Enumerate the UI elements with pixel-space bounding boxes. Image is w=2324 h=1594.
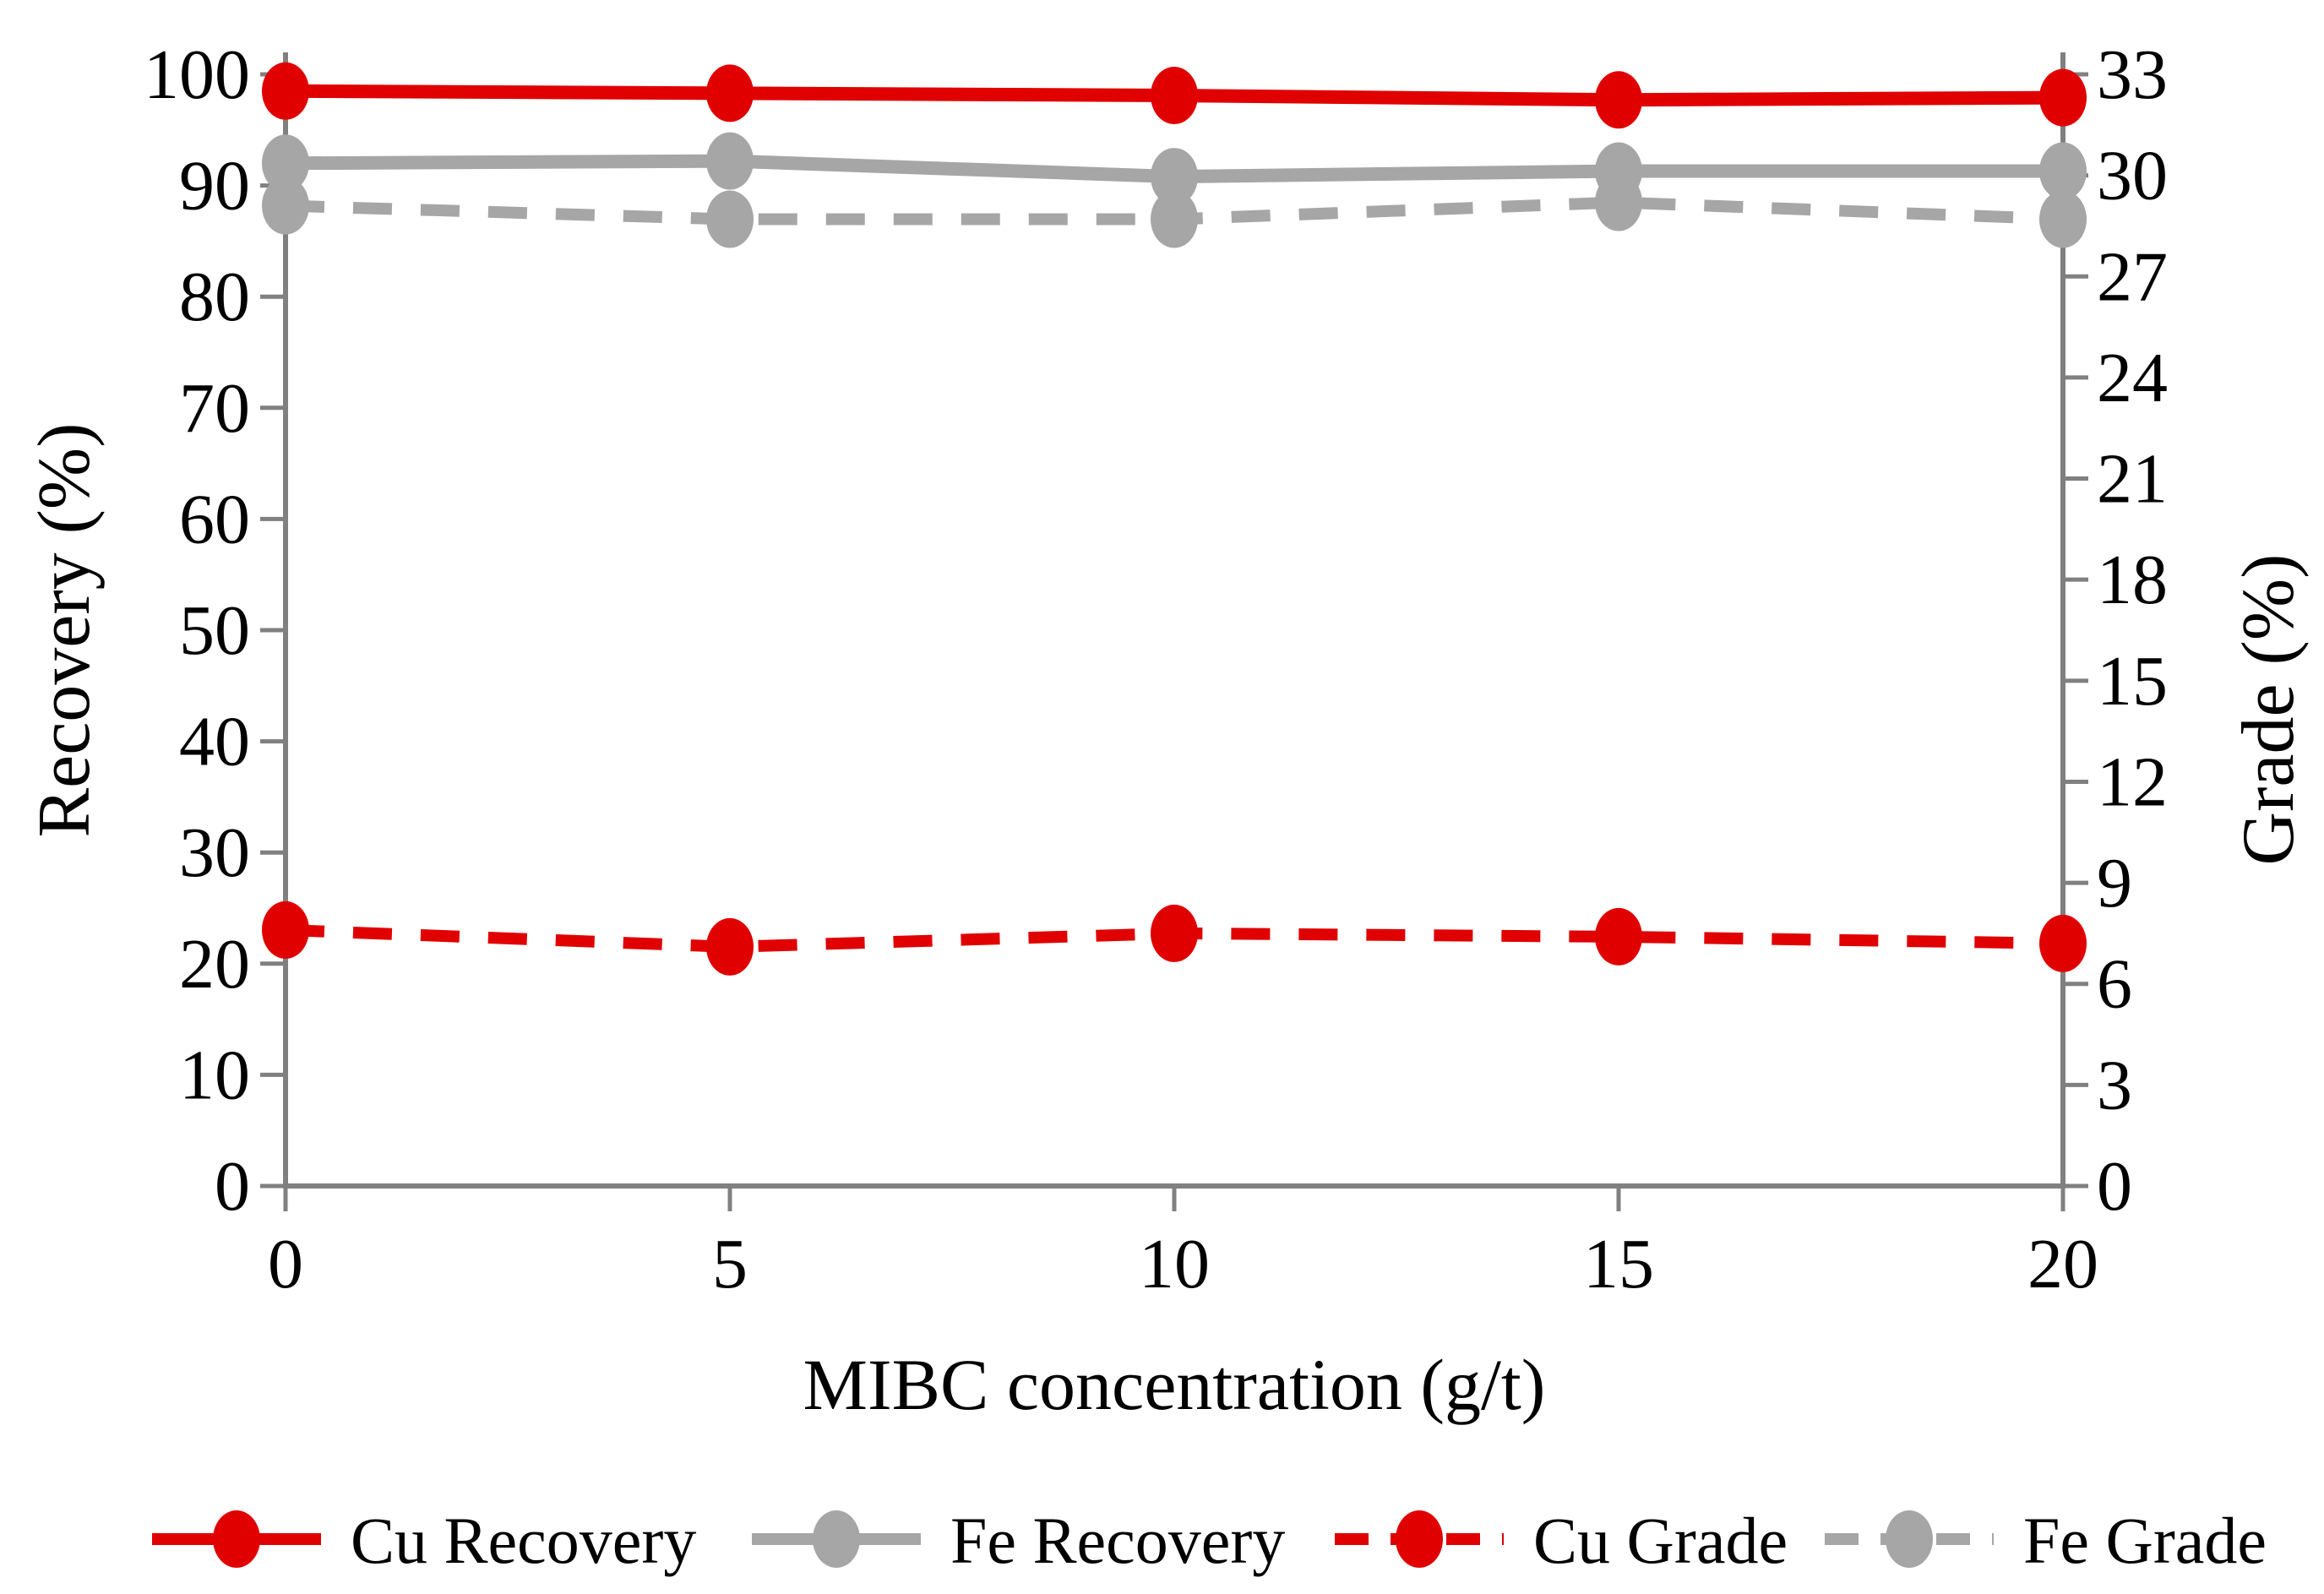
- legend: Cu Recovery Fe Recovery Cu Grade Fe Grade: [152, 1504, 2267, 1577]
- data-point-fe-grade: [706, 190, 754, 248]
- y-right-tick-label: 30: [2097, 137, 2168, 215]
- data-point-cu-recovery: [706, 64, 754, 122]
- legend-label-cu-recovery: Cu Recovery: [351, 1504, 696, 1577]
- x-tick-label: 20: [2027, 1225, 2098, 1303]
- data-point-fe-recovery: [2039, 142, 2087, 200]
- data-point-fe-recovery: [706, 132, 754, 190]
- y-left-tick-label: 90: [179, 147, 250, 226]
- y-right-tick-label: 15: [2097, 642, 2168, 721]
- x-tick-label: 0: [268, 1225, 303, 1303]
- legend-swatch-marker-fe-grade: [1886, 1510, 1933, 1568]
- y-left-tick-label: 40: [179, 703, 250, 781]
- y-right-tick-label: 27: [2097, 237, 2168, 316]
- y-right-tick-label: 9: [2097, 844, 2132, 922]
- data-point-cu-recovery: [262, 62, 309, 120]
- y-right-tick-label: 6: [2097, 945, 2132, 1024]
- series-layer: [262, 62, 2087, 976]
- y-right-tick-label: 0: [2097, 1147, 2132, 1226]
- axes-layer: 0102030405060708090100036912151821242730…: [144, 35, 2168, 1303]
- y-left-tick-label: 0: [215, 1147, 250, 1226]
- y-left-tick-label: 10: [179, 1036, 250, 1114]
- data-point-fe-grade: [1151, 190, 1198, 248]
- legend-swatch-marker-cu-grade: [1396, 1510, 1443, 1568]
- data-point-cu-grade: [1595, 907, 1642, 966]
- y-left-axis-title: Recovery (%): [24, 422, 106, 837]
- data-point-cu-recovery: [1151, 67, 1198, 125]
- x-tick-label: 10: [1139, 1225, 1210, 1303]
- y-left-tick-label: 50: [179, 591, 250, 670]
- y-left-tick-label: 20: [179, 925, 250, 1004]
- data-point-cu-grade: [2039, 914, 2087, 972]
- legend-swatch-marker-cu-recovery: [213, 1510, 260, 1568]
- legend-item-fe-grade: Fe Grade: [1825, 1504, 2267, 1577]
- legend-label-fe-recovery: Fe Recovery: [950, 1504, 1285, 1577]
- x-axis-title: MIBC concentration (g/t): [803, 1344, 1546, 1425]
- legend-label-cu-grade: Cu Grade: [1533, 1504, 1788, 1577]
- data-point-fe-grade: [2039, 190, 2087, 248]
- data-point-fe-grade: [262, 177, 309, 235]
- data-point-cu-recovery: [2039, 68, 2087, 127]
- y-left-tick-label: 60: [179, 480, 250, 558]
- data-point-cu-grade: [262, 900, 309, 959]
- y-right-tick-label: 21: [2097, 440, 2168, 519]
- y-left-tick-label: 80: [179, 258, 250, 336]
- y-right-tick-label: 24: [2097, 339, 2168, 417]
- x-tick-label: 5: [712, 1225, 748, 1303]
- legend-item-fe-recovery: Fe Recovery: [752, 1504, 1285, 1577]
- y-right-axis-title: Grade (%): [2228, 554, 2310, 866]
- x-tick-label: 15: [1583, 1225, 1654, 1303]
- legend-item-cu-grade: Cu Grade: [1335, 1504, 1788, 1577]
- legend-item-cu-recovery: Cu Recovery: [152, 1504, 696, 1577]
- legend-label-fe-grade: Fe Grade: [2023, 1504, 2267, 1577]
- y-left-tick-label: 100: [144, 35, 250, 114]
- data-point-fe-recovery: [1151, 148, 1198, 206]
- data-point-fe-recovery: [262, 134, 309, 193]
- data-point-cu-grade: [706, 917, 754, 976]
- y-left-tick-label: 70: [179, 369, 250, 448]
- data-point-cu-grade: [1151, 904, 1198, 962]
- data-point-cu-recovery: [1595, 71, 1642, 129]
- legend-swatch-marker-fe-recovery: [813, 1510, 860, 1568]
- y-right-tick-label: 3: [2097, 1046, 2132, 1124]
- y-left-tick-label: 30: [179, 813, 250, 892]
- y-right-tick-label: 18: [2097, 541, 2168, 619]
- y-right-tick-label: 12: [2097, 743, 2168, 821]
- data-point-fe-grade: [1595, 173, 1642, 231]
- y-right-tick-label: 33: [2097, 35, 2168, 114]
